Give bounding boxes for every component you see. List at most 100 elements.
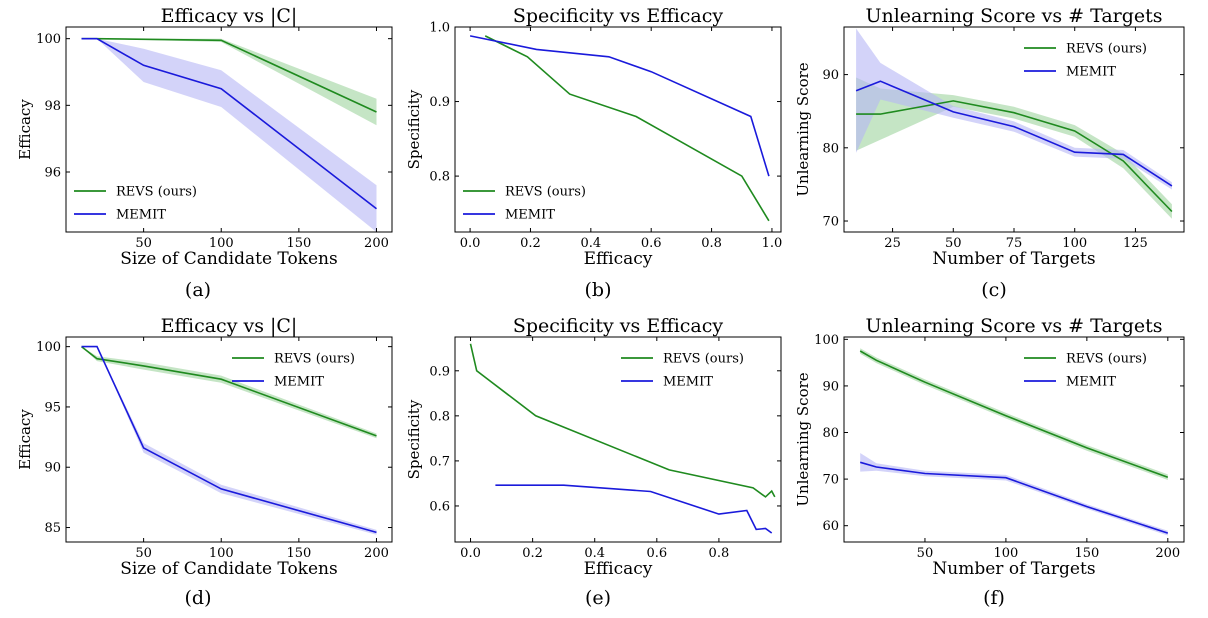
- legend-label: REVS (ours): [505, 185, 586, 200]
- legend-label: MEMIT: [116, 208, 166, 223]
- plot-area: [469, 35, 770, 222]
- chart-title: Specificity vs Efficacy: [513, 5, 724, 27]
- legend: REVS (ours) MEMIT: [463, 185, 586, 223]
- y-tick-label: 0.9: [429, 364, 450, 379]
- y-tick-label: 90: [44, 461, 61, 476]
- legend-label: REVS (ours): [274, 352, 355, 367]
- y-tick-label: 1.0: [429, 21, 450, 36]
- chart-panel: 50 100 150 200 85 90 95 100 Efficacy vs |C| Size …: [16, 315, 393, 609]
- legend-label: REVS (ours): [663, 352, 744, 367]
- plot-frame: [65, 26, 393, 233]
- y-axis-label: Unlearning Score: [794, 62, 812, 196]
- x-tick-label: 150: [286, 546, 311, 561]
- chart-title: Efficacy vs |C|: [161, 5, 298, 27]
- plot-frame: [454, 336, 782, 543]
- series-line: [855, 80, 1173, 187]
- y-tick-label: 0.9: [429, 95, 450, 110]
- series-line: [859, 350, 1169, 478]
- y-axis-label: Efficacy: [16, 99, 34, 160]
- legend: REVS (ours) MEMIT: [621, 352, 744, 390]
- x-tick-label: 0.8: [701, 236, 722, 251]
- plot-frame: [843, 336, 1185, 543]
- panel-label: (e): [585, 587, 611, 609]
- panel-label: (d): [185, 587, 212, 609]
- legend: REVS (ours) MEMIT: [232, 352, 355, 390]
- y-tick-label: 80: [822, 426, 839, 441]
- confidence-band: [856, 28, 1172, 190]
- x-tick-label: 0.6: [641, 236, 662, 251]
- y-axis-label: Unlearning Score: [794, 372, 812, 506]
- y-tick-label: 100: [36, 32, 61, 47]
- x-tick-label: 0.4: [584, 546, 605, 561]
- x-tick-label: 150: [1074, 546, 1099, 561]
- legend: REVS (ours) MEMIT: [1024, 42, 1147, 80]
- series-line: [81, 37, 377, 210]
- confidence-band: [81, 346, 377, 535]
- x-axis-label: Size of Candidate Tokens: [120, 249, 337, 269]
- y-tick-label: 70: [822, 473, 839, 488]
- x-tick-label: 50: [135, 546, 152, 561]
- y-tick-label: 96: [44, 166, 61, 181]
- chart-title: Unlearning Score vs # Targets: [865, 315, 1162, 337]
- legend-label: MEMIT: [1066, 65, 1116, 80]
- x-tick-label: 100: [209, 236, 234, 251]
- legend-label: MEMIT: [663, 375, 713, 390]
- x-tick-label: 100: [209, 546, 234, 561]
- y-tick-label: 80: [822, 141, 839, 156]
- confidence-band: [81, 38, 377, 126]
- chart-panel: 25 50 75 100 125 70 80 90 Unlearning Score vs # …: [794, 5, 1185, 301]
- series-line: [495, 484, 773, 534]
- y-tick-label: 60: [822, 519, 839, 534]
- chart-title: Specificity vs Efficacy: [513, 315, 724, 337]
- x-axis-label: Efficacy: [584, 559, 653, 579]
- y-tick-label: 0.6: [429, 499, 450, 514]
- x-axis-label: Efficacy: [584, 249, 653, 269]
- panel-label: (c): [981, 279, 1006, 301]
- panel-label: (f): [983, 587, 1005, 609]
- y-tick-label: 100: [814, 333, 839, 348]
- legend-label: REVS (ours): [1066, 42, 1147, 57]
- y-tick-label: 70: [822, 215, 839, 230]
- x-axis-label: Number of Targets: [932, 249, 1095, 269]
- x-axis-label: Size of Candidate Tokens: [120, 559, 337, 579]
- y-tick-label: 0.7: [429, 454, 450, 469]
- plot-area: [81, 345, 377, 535]
- chart-title: Unlearning Score vs # Targets: [865, 5, 1162, 27]
- x-tick-label: 50: [917, 546, 934, 561]
- y-tick-label: 95: [44, 400, 61, 415]
- y-tick-label: 90: [822, 379, 839, 394]
- x-tick-label: 0.0: [460, 546, 481, 561]
- y-tick-label: 90: [822, 68, 839, 83]
- legend-label: MEMIT: [274, 375, 324, 390]
- legend-label: MEMIT: [1066, 375, 1116, 390]
- x-tick-label: 100: [993, 546, 1018, 561]
- x-tick-label: 25: [884, 236, 901, 251]
- confidence-band: [81, 346, 377, 439]
- confidence-band: [860, 453, 1168, 536]
- x-tick-label: 0.2: [522, 546, 543, 561]
- x-tick-label: 75: [1006, 236, 1023, 251]
- x-tick-label: 200: [364, 546, 389, 561]
- plot-frame: [454, 26, 782, 233]
- y-axis-label: Specificity: [405, 89, 423, 169]
- confidence-band: [860, 348, 1168, 480]
- x-tick-label: 50: [945, 236, 962, 251]
- legend-label: MEMIT: [505, 208, 555, 223]
- confidence-band: [81, 38, 377, 232]
- series-line: [484, 35, 770, 222]
- chart-panel: 0.0 0.2 0.4 0.6 0.8 0.6 0.7 0.8 0.9 Specificity v…: [405, 315, 782, 609]
- series-line: [859, 461, 1169, 534]
- chart-panel: 50 100 150 200 96 98 100 Efficacy vs |C| Size of…: [16, 5, 393, 301]
- series-line: [856, 100, 1173, 213]
- y-tick-label: 85: [44, 521, 61, 536]
- series-line: [81, 345, 377, 534]
- y-axis-label: Specificity: [405, 399, 423, 479]
- legend-label: REVS (ours): [116, 185, 197, 200]
- x-tick-label: 50: [135, 236, 152, 251]
- plot-frame: [65, 336, 393, 543]
- plot-area: [855, 28, 1173, 219]
- plot-area: [859, 348, 1169, 536]
- series-line: [469, 343, 776, 498]
- x-tick-label: 0.6: [646, 546, 667, 561]
